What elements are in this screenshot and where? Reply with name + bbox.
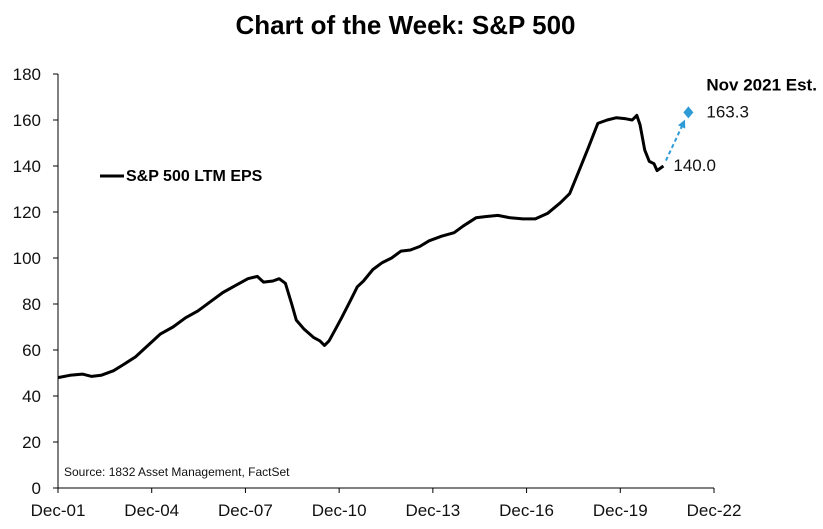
y-tick-label: 180 (13, 65, 41, 84)
x-tick-label: Dec-04 (124, 501, 179, 520)
x-tick-label: Dec-13 (405, 501, 460, 520)
x-tick-label: Dec-16 (499, 501, 554, 520)
y-tick-label: 0 (32, 479, 41, 498)
x-tick-label: Dec-22 (687, 501, 742, 520)
x-tick-label: Dec-01 (31, 501, 86, 520)
y-tick-label: 160 (13, 111, 41, 130)
estimate-value-label: 163.3 (706, 102, 749, 121)
chart-title: Chart of the Week: S&P 500 (235, 10, 576, 40)
eps-series-line (57, 113, 665, 380)
y-tick-label: 20 (22, 433, 41, 452)
y-tick-label: 120 (13, 203, 41, 222)
x-tick-label: Dec-07 (218, 501, 273, 520)
y-tick-label: 40 (22, 387, 41, 406)
estimate-dashed-line (665, 121, 686, 161)
source-note: Source: 1832 Asset Management, FactSet (64, 465, 290, 479)
y-tick-label: 80 (22, 295, 41, 314)
estimate-label: Nov 2021 Est. (706, 75, 817, 94)
estimate-arrowhead (677, 119, 686, 129)
last-value-label: 140.0 (673, 156, 716, 175)
estimate-point-marker (683, 106, 694, 119)
y-tick-label: 100 (13, 249, 41, 268)
x-tick-label: Dec-19 (593, 501, 648, 520)
legend-label: S&P 500 LTM EPS (126, 168, 263, 185)
x-tick-label: Dec-10 (312, 501, 367, 520)
y-tick-label: 140 (13, 157, 41, 176)
y-tick-label: 60 (22, 341, 41, 360)
